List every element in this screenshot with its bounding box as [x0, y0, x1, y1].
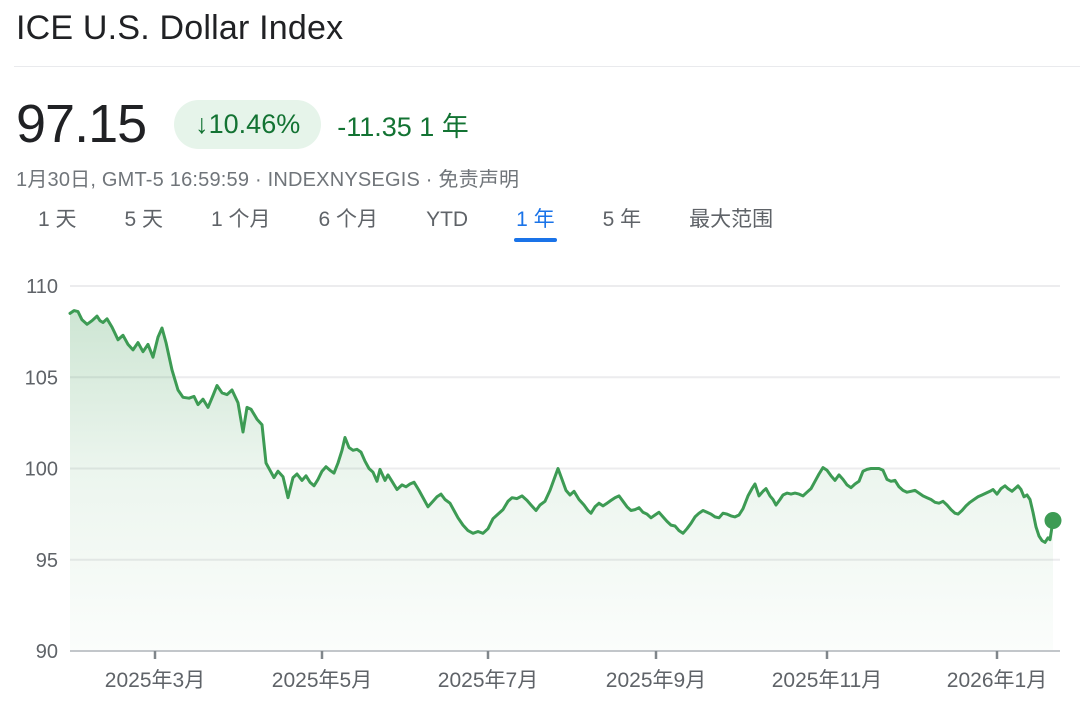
tab-6-months[interactable]: 6 个月 — [318, 208, 379, 231]
x-tick-label: 2025年3月 — [105, 669, 205, 692]
change-percent-badge: ↓10.46% — [174, 99, 322, 149]
x-tick-label: 2025年9月 — [606, 669, 706, 692]
last-price-dot — [1044, 512, 1062, 529]
y-axis-labels: 110 105 100 95 90 — [25, 276, 58, 663]
y-tick-label: 90 — [36, 641, 58, 663]
x-tick-label: 2025年7月 — [438, 669, 538, 692]
current-price-dot — [1044, 512, 1062, 529]
x-tick-label: 2025年5月 — [272, 669, 372, 692]
y-tick-label: 105 — [25, 367, 58, 389]
change-absolute: -11.35 1 年 — [337, 111, 469, 142]
down-arrow-icon: ↓10.46% — [195, 108, 301, 139]
tab-5-years[interactable]: 5 年 — [602, 208, 642, 231]
x-axis-labels: 2025年3月 2025年5月 2025年7月 2025年9月 2025年11月 2026… — [105, 669, 1047, 692]
price-row: 97.15 ↓10.46% -11.35 1 年 — [16, 97, 1064, 151]
quote-timestamp: 1月30日, GMT-5 16:59:59 · INDEXNYSEGIS · — [16, 169, 433, 191]
tab-ytd[interactable]: YTD — [426, 208, 469, 231]
y-tick-label: 100 — [25, 459, 58, 481]
x-tick-label: 2025年11月 — [772, 669, 883, 692]
tab-5-days[interactable]: 5 天 — [124, 208, 164, 231]
tab-1-day[interactable]: 1 天 — [38, 208, 77, 231]
x-tick-label: 2026年1月 — [947, 669, 1047, 692]
quote-meta: 1月30日, GMT-5 16:59:59 · INDEXNYSEGIS · 免… — [16, 163, 1064, 192]
tab-1-year[interactable]: 1 年 — [514, 208, 557, 244]
y-tick-label: 95 — [36, 550, 58, 572]
tab-max[interactable]: 最大范围 — [689, 208, 774, 231]
range-tabs: 1 天 5 天 1 个月 6 个月 YTD 1 年 5 年 最大范围 — [16, 208, 1064, 244]
quote-header: ICE U.S. Dollar Index 97.15 ↓10.46% -11.… — [0, 0, 1080, 244]
line-path — [68, 309, 1055, 544]
x-axis — [70, 650, 1060, 659]
disclaimer-link[interactable]: 免责声明 — [438, 169, 520, 191]
y-tick-label: 110 — [26, 276, 58, 298]
current-price: 97.15 — [16, 94, 147, 154]
page-title: ICE U.S. Dollar Index — [16, 9, 344, 47]
tab-1-month[interactable]: 1 个月 — [211, 208, 271, 231]
price-line — [68, 309, 1055, 544]
header-divider — [14, 66, 1080, 67]
